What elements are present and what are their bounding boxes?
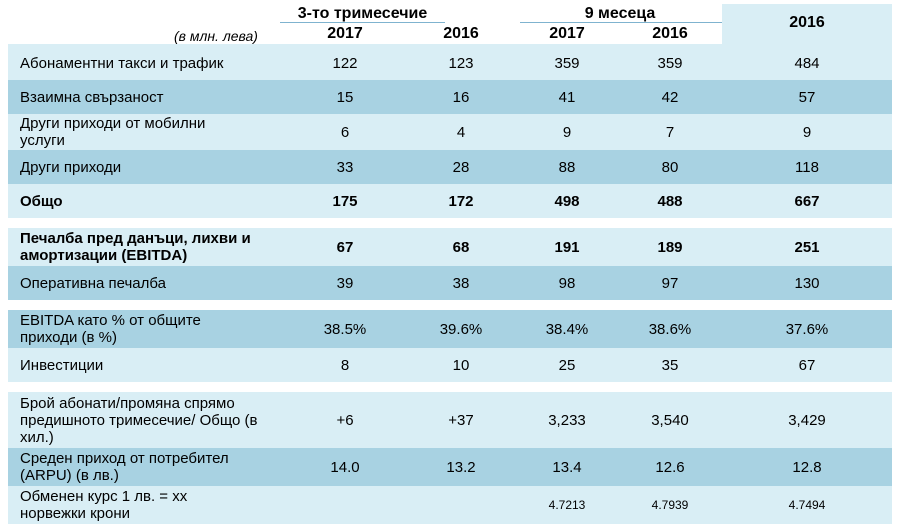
row-label: Инвестиции (20, 356, 104, 374)
table-row-investments: Инвестиции 8 10 25 35 67 (8, 348, 892, 382)
cell-q3-2017: 122 (332, 54, 358, 72)
row-label: Общо (20, 192, 63, 210)
cell-q3-2016: 10 (452, 356, 470, 374)
cell-q3-2017: +6 (336, 411, 354, 429)
cell-q3-2017: 6 (340, 123, 350, 141)
cell-annual-2016: 12.8 (792, 458, 822, 476)
table-row-other-revenue: Други приходи 33 28 88 80 118 (8, 150, 892, 184)
cell-q3-2017: 15 (336, 88, 354, 106)
cell-q3-2017: 39 (336, 274, 354, 292)
cell-9m-2016: 35 (661, 356, 679, 374)
cell-9m-2017: 3,233 (548, 411, 586, 429)
cell-9m-2016: 488 (657, 192, 683, 210)
cell-9m-2017: 88 (558, 158, 576, 176)
cell-q3-2017: 14.0 (330, 458, 360, 476)
year-header-annual-2016: 2016 (789, 14, 825, 31)
cell-9m-2017: 13.4 (552, 458, 582, 476)
cell-annual-2016: 130 (794, 274, 820, 292)
cell-q3-2016: +37 (448, 411, 474, 429)
row-label: Взаимна свързаност (20, 88, 164, 106)
cell-q3-2016: 4 (456, 123, 466, 141)
cell-annual-2016: 57 (798, 88, 816, 106)
group-header-q3: 3-то тримесечие (297, 5, 428, 22)
table-row-subscribers: Брой абонати/промяна спрямо предишното т… (8, 392, 892, 448)
table-row-exchange-rate: Обменен курс 1 лв. = хх норвежки крони 4… (8, 486, 892, 524)
cell-annual-2016: 484 (794, 54, 820, 72)
cell-q3-2016 (416, 486, 506, 524)
cell-9m-2016: 42 (661, 88, 679, 106)
table-row-ebitda-margin: EBITDA като % от общите приходи (в %) 38… (8, 310, 892, 348)
cell-9m-2017: 498 (554, 192, 580, 210)
table-row-interconnection: Взаимна свързаност 15 16 41 42 57 (8, 80, 892, 114)
cell-annual-2016: 3,429 (788, 411, 826, 429)
cell-9m-2016: 7 (665, 123, 675, 141)
year-header-q3-2017: 2017 (327, 25, 363, 42)
group-underline-q3 (280, 22, 445, 23)
row-label: EBITDA като % от общите приходи (в %) (20, 312, 201, 346)
cell-q3-2017: 8 (340, 356, 350, 374)
cell-annual-2016: 9 (802, 123, 812, 141)
cell-annual-2016: 118 (795, 158, 819, 176)
year-header-9m-2016: 2016 (652, 25, 688, 42)
cell-annual-2016: 667 (794, 192, 820, 210)
cell-annual-2016: 67 (798, 356, 816, 374)
cell-9m-2016: 359 (657, 54, 683, 72)
table-row-total: Общо 175 172 498 488 667 (8, 184, 892, 218)
cell-q3-2016: 123 (448, 54, 474, 72)
cell-9m-2017: 25 (558, 356, 576, 374)
cell-q3-2017: 38.5% (323, 320, 367, 338)
group-underline-9m (520, 22, 722, 23)
row-label: Оперативна печалба (20, 274, 166, 292)
cell-9m-2017: 38.4% (545, 320, 589, 338)
cell-q3-2016: 39.6% (439, 320, 483, 338)
row-label: Обменен курс 1 лв. = хх норвежки крони (20, 488, 188, 522)
cell-q3-2016: 68 (452, 238, 470, 256)
header-band (8, 44, 892, 46)
cell-q3-2016: 16 (452, 88, 470, 106)
cell-9m-2017: 9 (562, 123, 572, 141)
cell-9m-2017: 41 (558, 88, 576, 106)
cell-annual-2016: 4.7494 (788, 498, 826, 512)
cell-9m-2016: 189 (657, 238, 683, 256)
row-label: Други приходи (20, 158, 122, 176)
cell-q3-2016: 13.2 (446, 458, 476, 476)
row-label: Среден приход от потребител (ARPU) (в лв… (20, 450, 229, 484)
annual-header-cell (722, 4, 892, 46)
table-row-other-mobile: Други приходи от мобилни услуги 6 4 9 7 … (8, 114, 892, 150)
row-label: Абонаментни такси и трафик (20, 54, 224, 72)
cell-annual-2016: 37.6% (785, 320, 829, 338)
cell-9m-2016: 12.6 (655, 458, 685, 476)
group-header-9m: 9 месеца (584, 5, 656, 22)
cell-9m-2016: 3,540 (651, 411, 689, 429)
row-label: Други приходи от мобилни услуги (20, 115, 206, 149)
cell-9m-2016: 80 (661, 158, 679, 176)
table-row-subscription: Абонаментни такси и трафик 122 123 359 3… (8, 46, 892, 80)
cell-9m-2017: 359 (554, 54, 580, 72)
cell-9m-2016: 4.7939 (651, 498, 689, 512)
cell-q3-2017: 175 (332, 192, 358, 210)
table-row-operating-profit: Оперативна печалба 39 38 98 97 130 (8, 266, 892, 300)
cell-q3-2017: 67 (336, 238, 354, 256)
row-label: Брой абонати/промяна спрямо предишното т… (20, 394, 258, 446)
cell-q3-2017: 33 (336, 158, 354, 176)
cell-9m-2017: 4.7213 (548, 498, 586, 512)
cell-q3-2017 (300, 486, 390, 524)
cell-9m-2017: 98 (558, 274, 576, 292)
year-header-9m-2017: 2017 (549, 25, 585, 42)
unit-label: (в млн. лева) (174, 28, 258, 44)
cell-annual-2016: 251 (794, 238, 820, 256)
cell-q3-2016: 172 (448, 192, 474, 210)
cell-9m-2017: 191 (554, 238, 580, 256)
table-row-ebitda: Печалба пред данъци, лихви и амортизации… (8, 228, 892, 266)
cell-q3-2016: 28 (452, 158, 470, 176)
cell-q3-2016: 38 (452, 274, 470, 292)
cell-9m-2016: 97 (661, 274, 679, 292)
cell-9m-2016: 38.6% (648, 320, 692, 338)
table-row-arpu: Среден приход от потребител (ARPU) (в лв… (8, 448, 892, 486)
row-label: Печалба пред данъци, лихви и амортизации… (20, 230, 251, 264)
year-header-q3-2016: 2016 (443, 25, 479, 42)
